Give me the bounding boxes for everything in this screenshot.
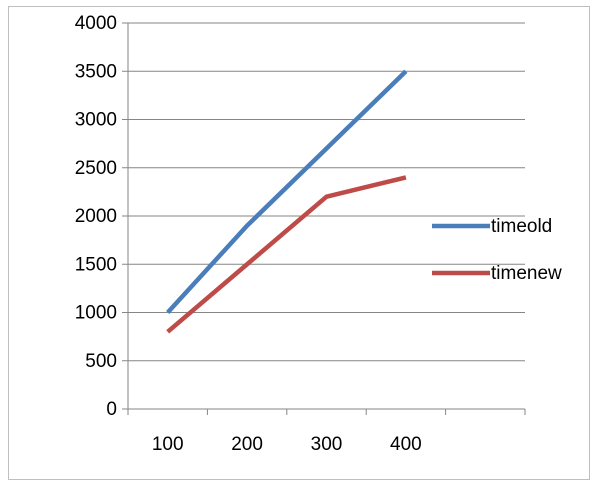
series-line-timeold — [166, 69, 408, 315]
x-tick-label: 300 — [311, 434, 343, 455]
y-tick-label: 500 — [85, 351, 117, 372]
series-line-timenew — [166, 175, 407, 334]
legend: timeold timenew — [432, 216, 562, 284]
x-tick-labels: 100 200 300 400 — [152, 434, 422, 455]
y-tick-label: 3000 — [75, 110, 117, 131]
y-tick-labels: 0 500 1000 1500 2000 2500 3000 3500 4000 — [75, 13, 117, 420]
x-tick-label: 400 — [390, 434, 422, 455]
y-tick-label: 2000 — [75, 206, 117, 227]
series-lines — [166, 69, 408, 334]
y-tick-label: 1000 — [75, 303, 117, 324]
x-tick-label: 100 — [152, 434, 184, 455]
legend-label-timenew: timenew — [491, 263, 562, 284]
chart-frame — [8, 6, 590, 480]
legend-label-timeold: timeold — [491, 216, 552, 237]
y-tick-label: 2500 — [75, 158, 117, 179]
y-tick-label: 3500 — [75, 61, 117, 82]
y-tick-label: 4000 — [75, 13, 117, 34]
y-tick-label: 1500 — [75, 254, 117, 275]
axes — [122, 22, 526, 415]
x-tick-label: 200 — [231, 434, 263, 455]
grid-lines — [128, 22, 525, 362]
y-tick-label: 0 — [106, 399, 117, 420]
